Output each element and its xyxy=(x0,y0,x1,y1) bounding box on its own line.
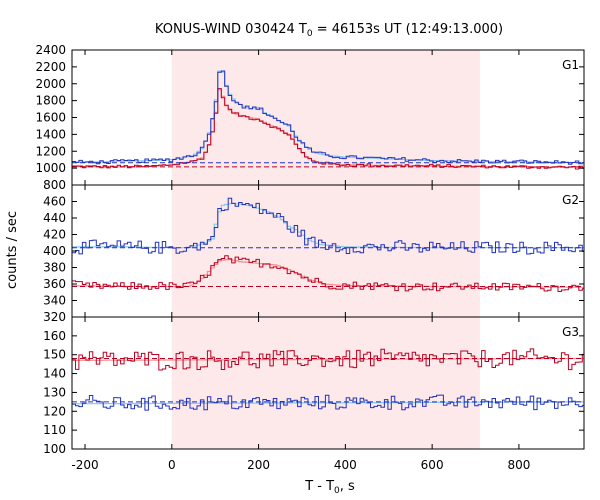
x-tick-label: -200 xyxy=(71,458,98,472)
y-tick-label: 1000 xyxy=(35,161,66,175)
y-axis-label: counts / sec xyxy=(5,211,20,289)
series-red-g3 xyxy=(72,348,584,371)
title-rest: = 46153s UT (12:49:13.000) xyxy=(313,22,503,37)
plot-area: 80010001200140016001800200022002400G1320… xyxy=(35,43,585,472)
series-blue-g3 xyxy=(72,394,584,411)
series-blue-g1 xyxy=(72,70,584,165)
y-tick-label: 380 xyxy=(43,261,66,275)
y-tick-label: 440 xyxy=(43,211,66,225)
xlabel-main: T - T xyxy=(304,479,334,494)
title-main: KONUS-WIND 030424 T xyxy=(155,22,307,37)
y-tick-label: 110 xyxy=(43,423,66,437)
y-tick-label: 140 xyxy=(43,367,66,381)
panel-g3: 100 110 120 130 140 150 160 G3 xyxy=(43,316,585,456)
panel-frame-g3 xyxy=(71,316,585,450)
y-tick-label: 100 xyxy=(43,442,66,456)
y-tick-label: 2400 xyxy=(35,43,66,57)
y-tick-label: 420 xyxy=(43,228,66,242)
y-tick-label: 400 xyxy=(43,244,66,258)
series-red-g1 xyxy=(72,88,584,170)
y-tick-label: 340 xyxy=(43,294,66,308)
y-tick-label: 130 xyxy=(43,385,66,399)
panel-g2: 320 340 360 380 400 420 440 460 G2 xyxy=(43,184,585,324)
xlabel-subscript: 0 xyxy=(334,486,340,496)
x-axis-label: T - T0, s xyxy=(304,479,355,496)
panel-label-g1: G1 xyxy=(562,58,579,72)
panel-label-g3: G3 xyxy=(562,325,579,339)
y-tick-label: 1600 xyxy=(35,111,66,125)
y-tick-label: 320 xyxy=(43,310,66,324)
y-tick-label: 800 xyxy=(43,178,66,192)
panel-label-g2: G2 xyxy=(562,193,579,207)
y-tick-label: 1800 xyxy=(35,94,66,108)
y-tick-label: 1400 xyxy=(35,127,66,141)
series-red-g2 xyxy=(72,255,584,292)
x-tick-label: 800 xyxy=(507,458,530,472)
x-tick-label: 600 xyxy=(421,458,444,472)
x-tick-label: 400 xyxy=(334,458,357,472)
x-tick-label: 200 xyxy=(247,458,270,472)
y-tick-label: 2000 xyxy=(35,77,66,91)
chart-title: KONUS-WIND 030424 T0 = 46153s UT (12:49:… xyxy=(155,22,503,39)
panel-g1: 800 1000 1200 1400 1600 1800 2000 2200 2400 G1 xyxy=(35,43,585,192)
xlabel-rest: , s xyxy=(340,479,355,494)
y-tick-label: 2200 xyxy=(35,60,66,74)
x-tick-label: 0 xyxy=(168,458,176,472)
title-subscript: 0 xyxy=(307,29,313,39)
y-tick-label: 150 xyxy=(43,348,66,362)
y-tick-label: 460 xyxy=(43,195,66,209)
y-tick-label: 360 xyxy=(43,277,66,291)
y-tick-label: 1200 xyxy=(35,144,66,158)
y-tick-label: 120 xyxy=(43,404,66,418)
y-tick-label: 160 xyxy=(43,329,66,343)
